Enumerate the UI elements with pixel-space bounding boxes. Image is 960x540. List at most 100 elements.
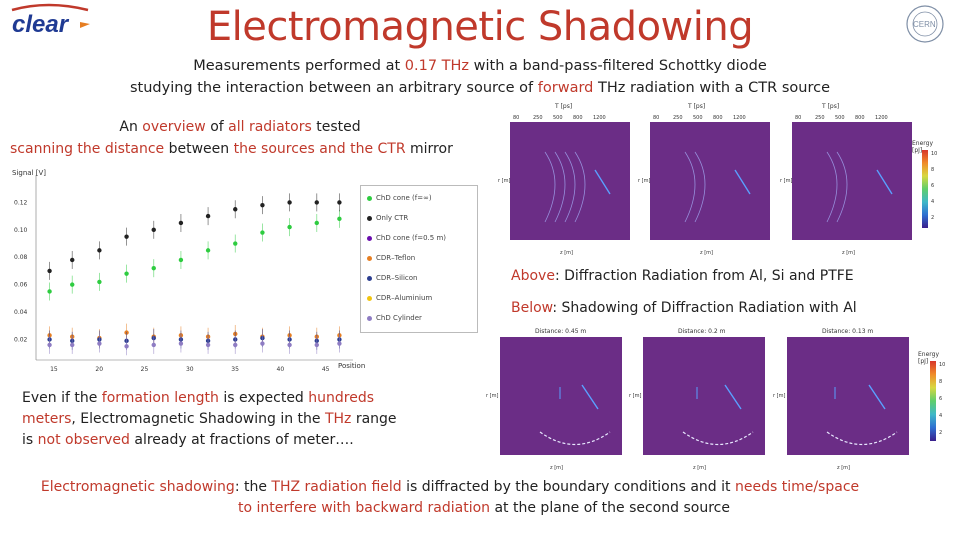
top-tick: 1200	[593, 115, 606, 121]
wavefront	[539, 431, 611, 445]
scatter-ytick: 0.02	[14, 336, 28, 343]
top-tick: 500	[693, 115, 703, 121]
legend-marker	[367, 235, 372, 241]
data-point	[124, 234, 129, 239]
data-point	[337, 200, 342, 205]
bottom-colorbar	[930, 361, 936, 441]
legend-item: Only CTR	[367, 208, 471, 228]
formation-line-1: Even if the formation length is expected…	[22, 390, 375, 406]
data-point	[70, 282, 75, 287]
scatter-svg: Signal [V] Position 0.02 0.04 0.06 0.08 0.10…	[12, 169, 365, 373]
page-title: Electromagnetic Shadowing	[206, 4, 754, 50]
top-panels-axis-title-3: T [ps]	[822, 103, 840, 110]
data-point	[97, 279, 102, 285]
panel-xlabel: z [m]	[837, 465, 850, 471]
legend-marker	[367, 255, 372, 261]
colorbar-tick: 4	[931, 199, 934, 205]
scatter-xtick: 25	[141, 366, 149, 373]
legend-item: CDR–Teflon	[367, 248, 471, 268]
data-point	[47, 289, 52, 294]
legend-marker	[367, 275, 372, 281]
formation-line-3: is not observed already at fractions of …	[22, 432, 354, 448]
below-caption: Below: Shadowing of Diffraction Radiatio…	[511, 300, 857, 316]
data-point	[337, 341, 342, 346]
top-sim-svg: 80 250 500 800 1200 r [m] z [m] 80 250 500 800 1200…	[498, 115, 937, 256]
legend-item: ChD Cylinder	[367, 308, 471, 328]
colorbar-tick: 8	[931, 167, 934, 173]
data-point	[337, 216, 342, 222]
panel-ylabel: r [m]	[773, 393, 785, 399]
colorbar-tick: 8	[939, 379, 942, 385]
wavefront	[694, 151, 706, 223]
subtitle-line-1: Measurements performed at 0.17 THz with …	[193, 58, 767, 74]
panel-ylabel: r [m]	[486, 393, 498, 399]
sim-panel	[643, 337, 765, 455]
data-point	[47, 268, 52, 274]
panel-title: Distance: 0.2 m	[678, 328, 726, 335]
bottom-sim-svg: Distance: 0.45 m r [m] z [m] Distance: 0.2 …	[486, 328, 945, 471]
panel-ylabel: r [m]	[638, 178, 650, 184]
legend-marker	[367, 315, 372, 321]
legend-label: CDR–Aluminium	[376, 294, 433, 302]
legend-label: Only CTR	[376, 214, 409, 222]
colorbar-tick: 6	[931, 183, 934, 189]
svg-text:CERN: CERN	[913, 20, 936, 29]
legend-label: CDR–Silicon	[376, 274, 418, 282]
data-point	[314, 342, 319, 348]
data-point	[70, 342, 75, 348]
subtitle-line-2: studying the interaction between an arbi…	[129, 80, 830, 96]
legend-item: ChD cone (f=∞)	[367, 188, 471, 208]
panel-xlabel: z [m]	[560, 250, 573, 255]
ctr-mirror	[581, 384, 599, 410]
top-colorbar-label: Energy [pJ]	[912, 140, 934, 154]
wavefront	[544, 151, 556, 223]
panel-xlabel: z [m]	[693, 465, 706, 471]
logo-text: clear	[12, 11, 70, 36]
data-point	[97, 248, 102, 253]
ctr-mirror	[868, 384, 886, 410]
top-tick: 80	[513, 115, 519, 121]
colorbar-tick: 10	[939, 362, 945, 368]
top-tick: 250	[815, 115, 825, 121]
sim-panel	[787, 337, 909, 455]
legend-item: ChD cone (f=0.5 m)	[367, 228, 471, 248]
wavefront	[564, 151, 576, 223]
top-tick: 80	[795, 115, 801, 121]
ctr-mirror	[594, 169, 611, 195]
top-tick: 500	[553, 115, 563, 121]
colorbar-tick: 6	[939, 396, 942, 402]
sim-panel	[500, 337, 622, 455]
panel-ylabel: r [m]	[780, 178, 792, 184]
data-point	[97, 341, 102, 346]
wavefront	[836, 151, 848, 223]
signal-scatter-chart: Signal [V] Position 0.02 0.04 0.06 0.08 0.10…	[8, 165, 478, 380]
data-point	[233, 207, 238, 212]
data-point	[151, 342, 156, 348]
wavefront	[684, 151, 696, 223]
panel-ylabel: r [m]	[629, 393, 641, 399]
scatter-ylabel: Signal [V]	[12, 169, 46, 177]
data-point	[124, 271, 129, 276]
top-tick: 80	[653, 115, 659, 121]
top-sim-panels: 80 250 500 800 1200 r [m] z [m] 80 250 500 800 1200…	[480, 110, 940, 256]
scatter-xlabel: Position	[338, 362, 365, 370]
top-panels-axis-title: T [ps]	[555, 103, 573, 110]
data-point	[233, 241, 238, 246]
scatter-ytick: 0.10	[14, 227, 28, 234]
panel-xlabel: z [m]	[550, 465, 563, 471]
scatter-xtick: 35	[231, 366, 239, 373]
legend-label: ChD Cylinder	[376, 314, 422, 322]
top-panels-axis-title-2: T [ps]	[688, 103, 706, 110]
data-point	[70, 257, 75, 263]
panel-xlabel: z [m]	[700, 250, 713, 255]
panel-title: Distance: 0.45 m	[535, 328, 586, 335]
data-point	[260, 230, 265, 235]
data-point	[151, 265, 156, 271]
scatter-legend: ChD cone (f=∞) Only CTR ChD cone (f=0.5 m)…	[360, 185, 478, 333]
scatter-xtick: 45	[322, 366, 330, 373]
above-caption: Above: Diffraction Radiation from Al, Si…	[511, 268, 854, 284]
scatter-xtick: 15	[50, 366, 58, 373]
data-point	[287, 224, 292, 230]
sim-panel	[650, 122, 770, 240]
data-point	[233, 342, 238, 348]
